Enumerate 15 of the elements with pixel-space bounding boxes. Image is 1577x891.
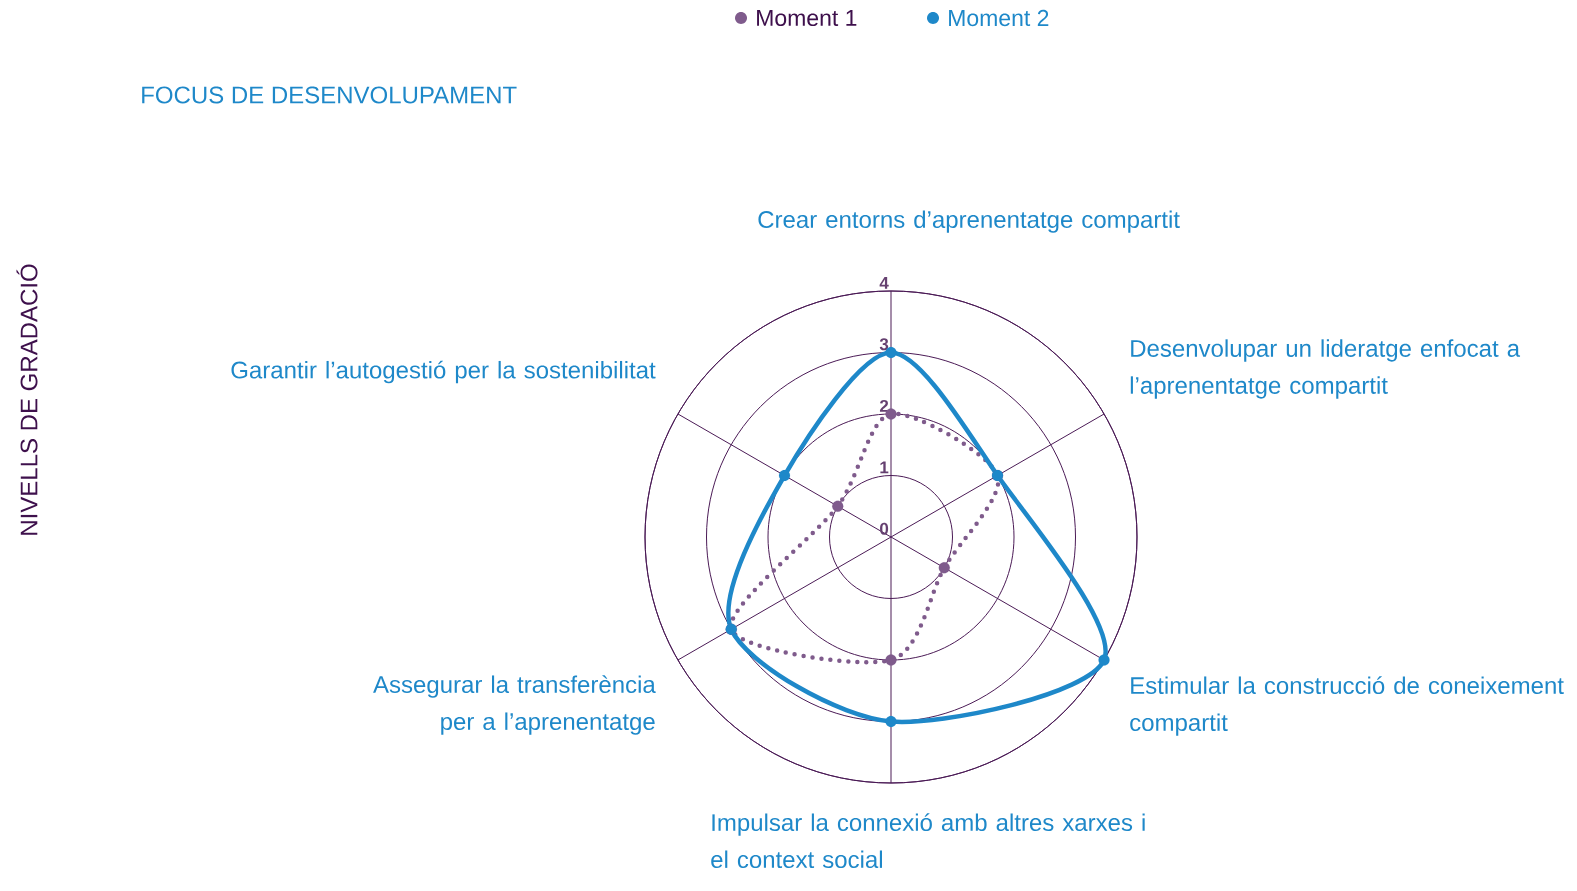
spoke-label: Estimular la construcció de coneixement compartit: [1130, 676, 1564, 736]
y-tick-label: 3: [879, 338, 889, 351]
y-tick-label: 4: [879, 277, 889, 289]
y-tick-label: 2: [879, 399, 889, 412]
spoke-label: Garantir l’autogestió per la sostenibilitat: [231, 360, 656, 384]
spoke-label: Impulsar la connexió amb altres xarxes i el context social: [711, 813, 1145, 869]
legend-label: Moment 1: [757, 9, 857, 27]
text: NIVELLS DE GRADACIÓ: [16, 264, 38, 535]
spoke-label: Crear entorns d’aprenentatge compartit: [758, 210, 1180, 233]
y-tick-label: 0: [880, 522, 889, 535]
spoke-label: Assegurar la transferència per a l’aprenentatge: [373, 675, 656, 735]
spoke-label: Desenvolupar un lideratge enfocat a l’aprenentatge compartit: [1130, 339, 1521, 399]
text: FOCUS DE DESENVOLUPAMENT: [142, 86, 517, 104]
y-tick-label: 1: [880, 461, 889, 474]
legend-label: Moment 2: [949, 9, 1049, 27]
